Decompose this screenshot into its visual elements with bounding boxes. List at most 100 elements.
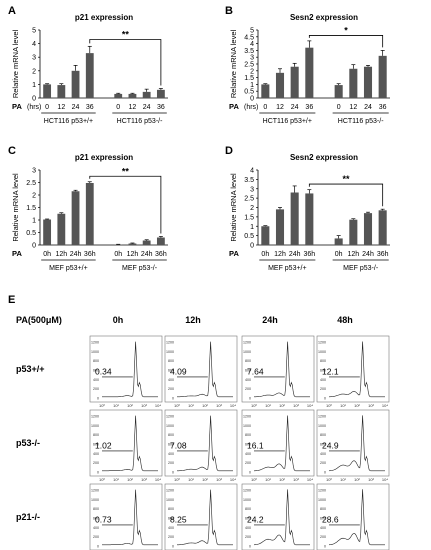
histogram-y-tick: 200 (245, 535, 251, 539)
histogram-x-tick: 10⁰ (326, 477, 332, 482)
histogram-curve (177, 415, 233, 472)
x-tick-label: 0h (43, 251, 51, 258)
group-label: HCT116 p53-/- (338, 118, 384, 125)
bar (128, 93, 137, 98)
histogram-x-tick: 10⁴ (307, 403, 313, 408)
histogram-y-tick: 400 (93, 378, 99, 382)
bar (305, 47, 314, 98)
histogram-x-tick: 10⁴ (307, 477, 313, 482)
flow-histogram: 02004006008001000120010⁰10¹10²10³10⁴28.6 (316, 483, 390, 550)
histogram-x-tick: 10² (127, 477, 133, 482)
histogram-x-tick: 10⁰ (251, 403, 257, 408)
bar (363, 213, 373, 245)
histogram-y-tick: 1200 (318, 489, 326, 493)
sub-g1-percent: 24.2 (247, 514, 264, 524)
histogram-y-tick: 400 (245, 378, 251, 382)
histogram-x-tick: 10³ (141, 403, 147, 408)
histogram-y-tick: 1200 (243, 341, 251, 345)
histogram-x-tick: 10³ (293, 403, 299, 408)
bar (85, 53, 94, 98)
histogram-x-tick: 10³ (216, 477, 222, 482)
histogram-y-tick: 1000 (91, 498, 99, 502)
x-tick-label: 0 (45, 104, 49, 111)
histogram-y-tick: 0 (97, 471, 99, 475)
histogram-y-tick: 400 (168, 452, 174, 456)
x-tick-label: 12h (274, 251, 286, 258)
histogram-y-tick: 200 (168, 387, 174, 391)
histogram-x-tick: 10³ (368, 403, 374, 408)
bar (85, 183, 94, 245)
bar (305, 193, 314, 245)
y-tick-label: 1 (250, 82, 254, 89)
histogram-y-tick: 0 (97, 397, 99, 401)
histogram-x-tick: 10⁰ (326, 403, 332, 408)
group-label: HCT116 p53-/- (117, 118, 163, 125)
histogram-y-tick: 800 (320, 507, 326, 511)
histogram-x-tick: 10¹ (340, 403, 346, 408)
significance-label: ** (342, 174, 350, 184)
histogram-frame (316, 409, 390, 477)
histogram-y-tick: 1000 (318, 424, 326, 428)
group-label: MEF p53+/+ (49, 265, 88, 272)
histogram-x-tick: 10⁴ (155, 403, 161, 408)
histogram-y-tick: 600 (320, 517, 326, 521)
histogram-y-tick: 1200 (318, 341, 326, 345)
histogram-x-tick: 10⁰ (99, 477, 105, 482)
histogram-frame (89, 335, 163, 403)
histogram-y-tick: 1000 (243, 498, 251, 502)
histogram-y-tick: 800 (245, 433, 251, 437)
y-tick-label: 3.5 (244, 177, 254, 184)
bar-panel-d: D Sesn2 expression 0 0.5 1 1.5 2 2.5 3 3.5 4 Relati… (225, 145, 390, 272)
y-tick-label: 1 (32, 218, 36, 225)
histogram-frame (316, 335, 390, 403)
y-tick-label: 5 (32, 28, 36, 35)
bar (156, 237, 165, 245)
timepoint-label: 24h (262, 315, 278, 325)
histogram-x-tick: 10¹ (113, 403, 119, 408)
histogram-y-tick: 600 (245, 517, 251, 521)
bar (349, 68, 358, 98)
y-tick-label: 3 (32, 55, 36, 62)
histogram-y-tick: 200 (93, 461, 99, 465)
treatment-label: PA(500μM) (16, 315, 62, 325)
x-tick-label: 36h (84, 251, 96, 258)
x-tick-label: 24h (289, 251, 301, 258)
panel-letter: A (8, 5, 16, 17)
significance-label: ** (122, 166, 130, 176)
histogram-y-tick: 0 (249, 471, 251, 475)
histogram-frame (241, 335, 315, 403)
histogram-curve (177, 489, 233, 546)
flow-histogram: 0 200 400 600 800 1000 1200 10⁰ 10¹ 10² 10³ 10⁴ 0.34 (89, 335, 163, 408)
histogram-frame (241, 483, 315, 550)
group-label: HCT116 p53+/+ (263, 118, 312, 125)
y-tick-label: 3 (250, 55, 254, 62)
y-tick-label: 0.5 (26, 230, 36, 237)
sub-g1-percent: 1.02 (95, 440, 112, 450)
histogram-y-tick: 800 (93, 433, 99, 437)
histogram-y-tick: 800 (93, 507, 99, 511)
flow-histogram: 0 200 400 600 800 1000 1200 10⁰ 10¹ 10² 10³ 10⁴ 4.09 (164, 335, 238, 408)
genotype-label: p53+/+ (16, 364, 45, 374)
bar (142, 91, 151, 98)
y-tick-label: 4 (250, 41, 254, 48)
histogram-y-tick: 800 (168, 507, 174, 511)
y-tick-label: 1.5 (244, 75, 254, 82)
x-tick-label: 12 (129, 104, 137, 111)
flow-histogram: 02004006008001000120010⁰10¹10²10³10⁴8.25 (164, 483, 238, 550)
histogram-y-tick: 0 (249, 397, 251, 401)
sub-g1-percent: 24.9 (322, 440, 339, 450)
bar (57, 213, 66, 245)
y-tick-label: 2.5 (244, 196, 254, 203)
y-tick-label: 0.5 (244, 233, 254, 240)
histogram-x-tick: 10³ (368, 477, 374, 482)
histogram-curve (328, 415, 385, 472)
x-tick-label: 12 (349, 104, 357, 111)
histogram-x-tick: 10⁴ (230, 477, 236, 482)
histogram-frame (241, 409, 315, 477)
x-tick-label: 24 (364, 104, 372, 111)
